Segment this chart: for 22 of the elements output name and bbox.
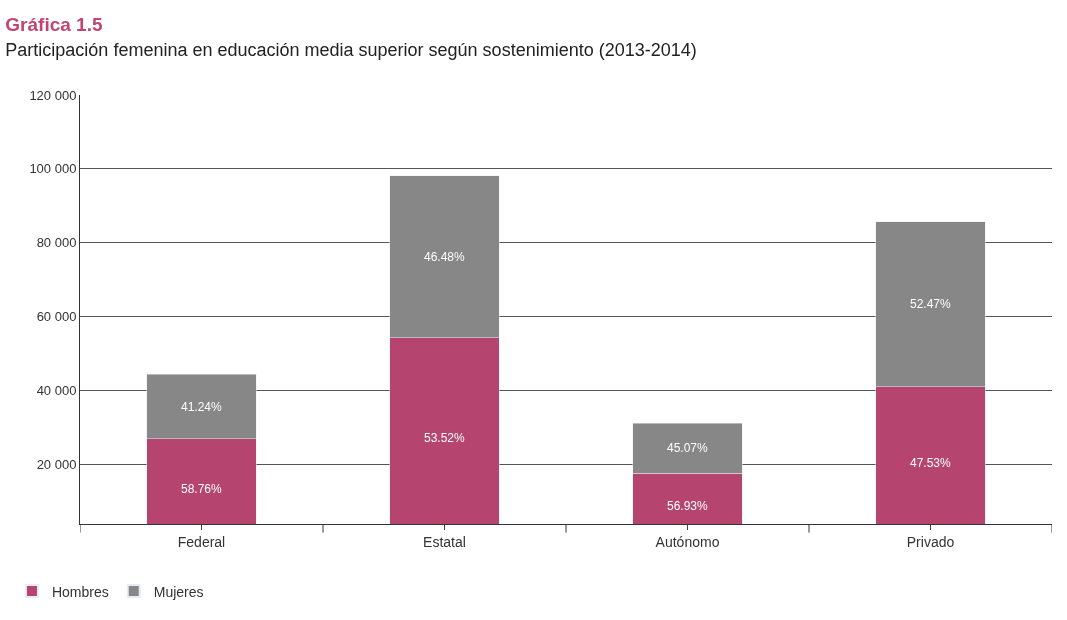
y-tick-label: 120 000 <box>29 87 77 103</box>
y-tick-label: 100 000 <box>29 161 77 177</box>
chart-subtitle: Participación femenina en educación media superior según sostenimiento (2013-2014) <box>5 39 697 60</box>
x-tick-label: Privado <box>906 533 955 550</box>
annotation: 41.24% <box>181 400 223 414</box>
x-tick-label: Federal <box>177 533 226 550</box>
annotation: 53.52% <box>424 431 466 445</box>
y-tick-label: 20 000 <box>36 457 77 473</box>
y-tick-label: 60 000 <box>36 309 77 325</box>
annotation: 56.93% <box>667 499 709 513</box>
legend-label: Mujeres <box>153 583 204 600</box>
legend-label: Hombres <box>51 583 109 600</box>
annotation: 47.53% <box>910 456 952 470</box>
annotation: 45.07% <box>667 441 709 455</box>
x-tick-label: Autónomo <box>655 533 720 550</box>
y-tick-label: 40 000 <box>36 383 77 399</box>
x-tick-label: Estatal <box>423 533 466 550</box>
annotation: 46.48% <box>424 250 466 264</box>
y-tick-label: 80 000 <box>36 235 77 251</box>
annotation: 58.76% <box>181 482 223 496</box>
chart-title: Gráfica 1.5 <box>5 14 103 35</box>
annotation: 52.47% <box>910 297 952 311</box>
